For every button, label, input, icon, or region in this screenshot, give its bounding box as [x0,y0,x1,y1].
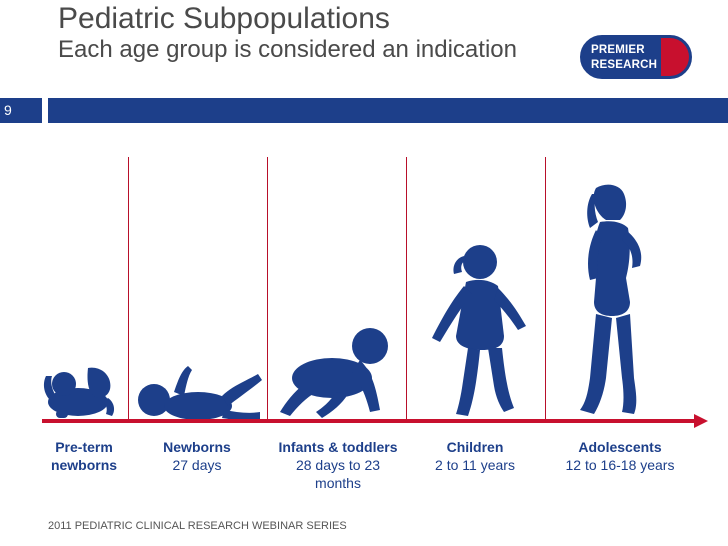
timeline-line [42,419,698,423]
age-group-label-preterm: Pre-term newborns [44,438,124,474]
age-group-range: 28 days to 23 months [295,457,381,491]
age-group-label-infants: Infants & toddlers 28 days to 23 months [268,438,408,492]
age-group-label-newborns: Newborns 27 days [142,438,252,474]
logo-red-band [661,38,689,76]
logo-line-1: PREMIER [591,44,645,56]
slide-number: 9 [0,98,42,123]
age-group-name: Infants & toddlers [278,439,398,455]
divider-1 [128,157,129,423]
logo-line-2: RESEARCH [591,59,658,71]
age-group-range: 12 to 16-18 years [565,457,675,473]
header-bar [48,98,728,123]
premier-research-logo: PREMIER RESEARCH [580,35,692,79]
divider-3 [406,157,407,423]
adolescent-silhouette-icon [580,184,642,414]
age-group-name: Children [446,439,504,455]
slide-title: Pediatric Subpopulations Each age group … [58,2,558,63]
timeline-arrow-icon [694,414,708,428]
footer-text: 2011 PEDIATRIC CLINICAL RESEARCH WEBINAR… [48,520,347,532]
title-subtitle: Each age group is considered an indicati… [58,36,517,63]
age-group-name: Newborns [163,439,231,455]
age-group-name: Pre-term newborns [50,439,118,473]
age-group-range: 2 to 11 years [435,457,515,473]
age-group-range: 27 days [172,457,222,473]
age-group-label-adolescents: Adolescents 12 to 16-18 years [554,438,686,474]
newborn-silhouette-icon [138,366,262,421]
divider-2 [267,157,268,423]
divider-4 [545,157,546,423]
logo-pill: PREMIER RESEARCH [580,35,692,79]
crawling-infant-silhouette-icon [280,328,388,418]
age-group-name: Adolescents [578,439,662,455]
preterm-baby-silhouette-icon [43,367,115,418]
age-group-label-children: Children 2 to 11 years [418,438,532,474]
logo-text: PREMIER RESEARCH [591,43,657,73]
child-silhouette-icon [432,245,526,416]
title-main: Pediatric Subpopulations [58,2,390,35]
